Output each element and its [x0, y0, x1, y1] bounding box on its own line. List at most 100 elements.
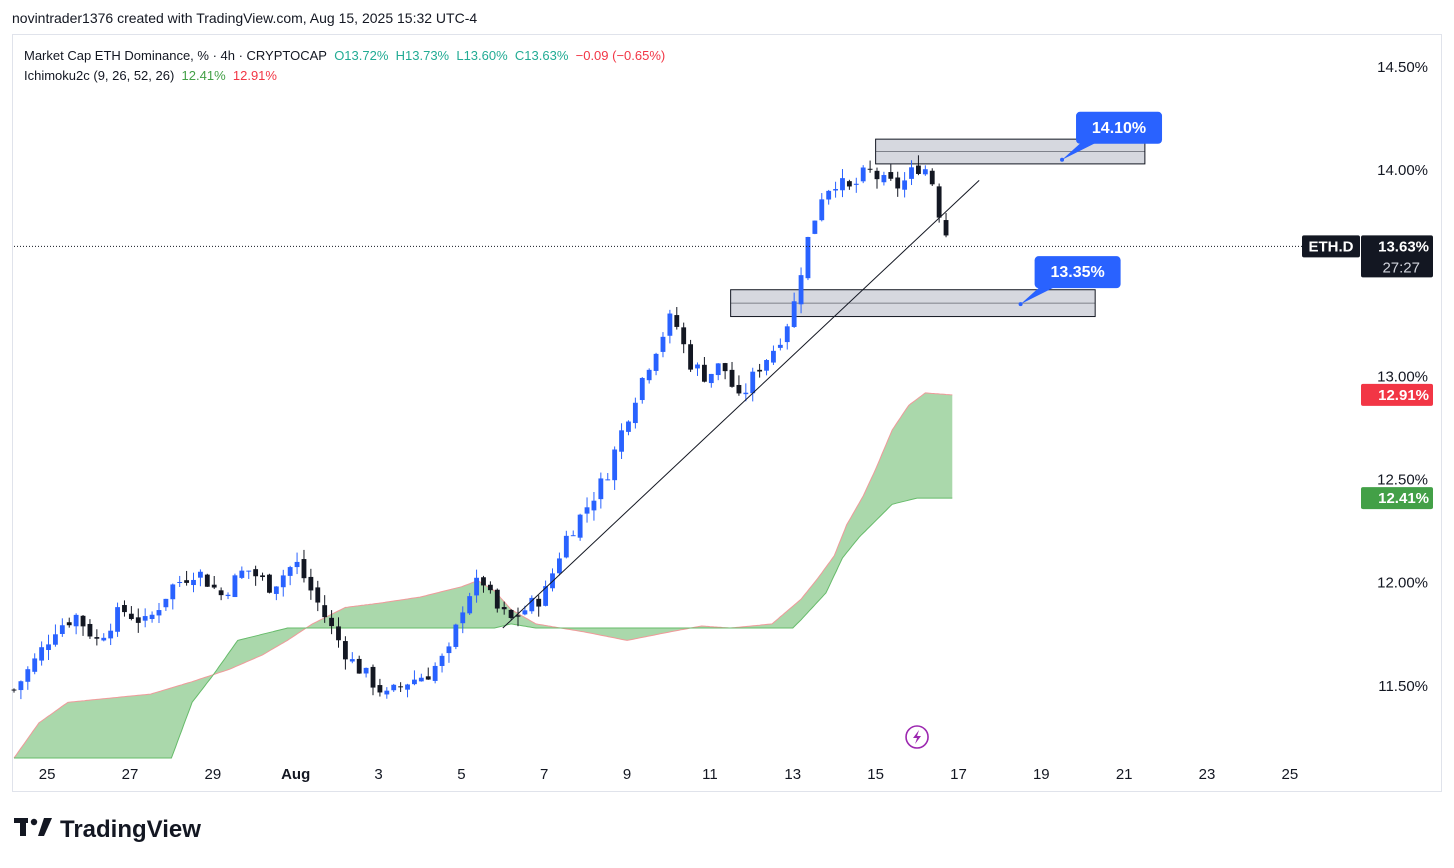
candle-body[interactable] [867, 168, 873, 170]
candle-body[interactable] [936, 186, 942, 218]
candle-body[interactable] [777, 344, 783, 348]
candle-body[interactable] [577, 514, 583, 538]
candle-body[interactable] [239, 570, 245, 578]
candle-body[interactable] [501, 607, 507, 610]
candle-body[interactable] [757, 369, 763, 372]
candle-body[interactable] [336, 626, 341, 641]
candle-body[interactable] [170, 584, 176, 600]
candle-body[interactable] [639, 377, 645, 401]
candle-body[interactable] [425, 676, 431, 680]
candle-body[interactable] [101, 637, 107, 641]
candle-body[interactable] [812, 220, 818, 234]
candle-body[interactable] [439, 655, 445, 666]
candle-body[interactable] [108, 630, 114, 639]
candle-body[interactable] [701, 364, 707, 382]
candle-body[interactable] [722, 363, 728, 372]
tradingview-logo[interactable]: TradingView [14, 816, 201, 844]
candle-body[interactable] [922, 169, 928, 175]
candle-body[interactable] [481, 577, 486, 586]
candle-body[interactable] [156, 610, 162, 616]
candle-body[interactable] [115, 607, 120, 632]
candle-body[interactable] [522, 610, 528, 615]
candle-body[interactable] [197, 571, 203, 578]
candle-body[interactable] [846, 181, 852, 187]
callout-box-2[interactable] [1034, 256, 1121, 289]
candle-body[interactable] [487, 584, 493, 591]
candle-body[interactable] [881, 175, 887, 183]
candle-body[interactable] [280, 575, 286, 588]
candle-body[interactable] [315, 587, 321, 603]
candle-body[interactable] [612, 449, 618, 481]
candle-body[interactable] [460, 612, 466, 624]
candle-body[interactable] [232, 575, 238, 598]
candle-body[interactable] [798, 275, 804, 305]
candle-body[interactable] [218, 590, 224, 596]
candle-body[interactable] [529, 597, 535, 612]
candle-body[interactable] [11, 689, 17, 691]
candle-body[interactable] [301, 559, 307, 579]
candle-body[interactable] [149, 614, 155, 620]
candle-body[interactable] [391, 684, 397, 691]
candle-body[interactable] [128, 613, 134, 619]
candle-body[interactable] [632, 402, 638, 424]
candle-body[interactable] [743, 392, 749, 395]
candle-body[interactable] [605, 479, 611, 481]
candle-body[interactable] [273, 586, 279, 594]
candle-body[interactable] [653, 353, 659, 371]
candle-body[interactable] [267, 574, 272, 593]
callout-box-1[interactable] [1076, 111, 1163, 144]
candle-body[interactable] [177, 582, 183, 584]
candle-body[interactable] [750, 371, 756, 394]
candle-body[interactable] [771, 350, 776, 363]
candle-body[interactable] [363, 667, 369, 674]
candle-body[interactable] [94, 637, 100, 639]
candle-body[interactable] [833, 189, 838, 191]
candle-body[interactable] [446, 646, 452, 654]
candle-body[interactable] [349, 659, 355, 662]
candle-body[interactable] [929, 170, 935, 185]
candle-body[interactable] [626, 421, 631, 432]
candle-body[interactable] [474, 577, 479, 596]
candle-body[interactable] [73, 614, 79, 627]
candle-body[interactable] [163, 598, 169, 608]
symbol-tag[interactable]: ETH.D [1309, 238, 1354, 255]
candle-body[interactable] [432, 665, 438, 681]
candle-body[interactable] [688, 344, 694, 370]
candle-body[interactable] [39, 647, 45, 661]
candle-body[interactable] [260, 575, 265, 578]
candle-body[interactable] [909, 167, 914, 179]
candle-body[interactable] [557, 558, 562, 574]
candle-body[interactable] [819, 199, 825, 221]
candle-body[interactable] [398, 686, 404, 688]
candle-body[interactable] [184, 580, 190, 583]
trendline[interactable] [502, 180, 980, 629]
candle-body[interactable] [322, 605, 328, 618]
candle-body[interactable] [888, 172, 894, 179]
candle-body[interactable] [384, 690, 390, 695]
candle-body[interactable] [142, 616, 148, 621]
candle-body[interactable] [515, 615, 521, 617]
candle-body[interactable] [681, 327, 687, 345]
candle-body[interactable] [674, 315, 680, 327]
candle-body[interactable] [805, 236, 811, 279]
candle-body[interactable] [764, 360, 769, 371]
candle-body[interactable] [370, 666, 376, 688]
candle-body[interactable] [715, 363, 721, 376]
candle-body[interactable] [667, 313, 673, 336]
candle-body[interactable] [356, 658, 362, 674]
candle-body[interactable] [453, 624, 459, 647]
candle-body[interactable] [508, 609, 514, 618]
candle-body[interactable] [225, 594, 231, 597]
candle-body[interactable] [536, 598, 542, 607]
candle-body[interactable] [53, 634, 58, 645]
candle-body[interactable] [916, 165, 921, 174]
candle-body[interactable] [412, 679, 417, 685]
candle-body[interactable] [25, 669, 31, 682]
candle-body[interactable] [59, 625, 65, 634]
candle-body[interactable] [418, 677, 424, 682]
candle-body[interactable] [943, 220, 949, 236]
candle-body[interactable] [791, 301, 797, 327]
candle-body[interactable] [32, 658, 38, 672]
candle-body[interactable] [377, 685, 383, 693]
candle-body[interactable] [784, 326, 790, 343]
